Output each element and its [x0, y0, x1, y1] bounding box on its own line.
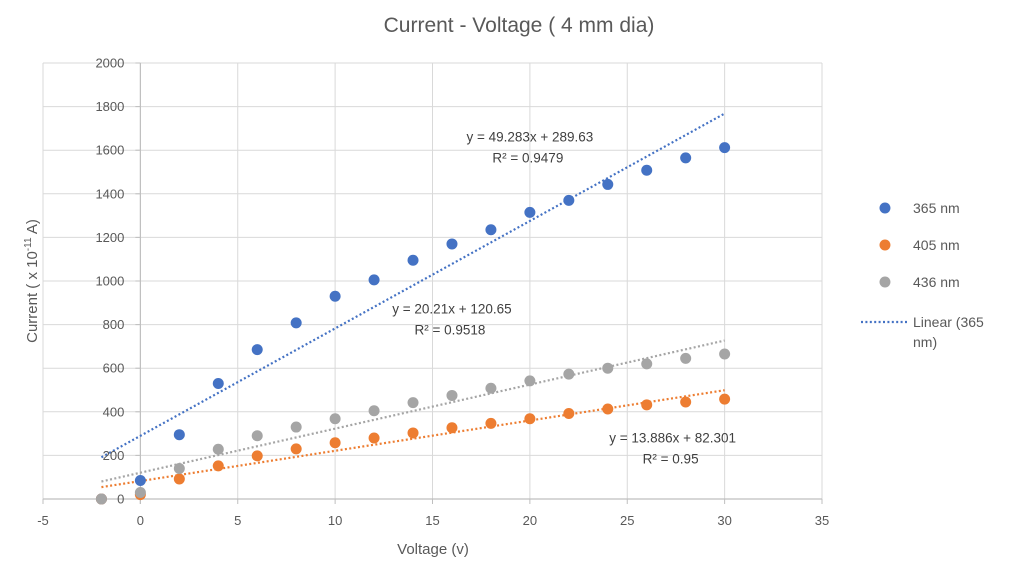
data-point [563, 368, 575, 380]
data-point [446, 422, 458, 434]
data-point [719, 348, 731, 360]
legend-label: 436 nm [913, 274, 960, 290]
data-point [290, 443, 302, 455]
data-point [407, 397, 419, 409]
trendlines [100, 112, 726, 489]
data-point [641, 399, 653, 411]
y-tick-label: 0 [117, 492, 124, 507]
data-point [95, 493, 107, 505]
trendline [101, 339, 725, 483]
x-tick-label: 30 [717, 513, 731, 528]
data-point [134, 474, 146, 486]
data-point [173, 429, 185, 441]
data-point [290, 317, 302, 329]
data-point [641, 164, 653, 176]
x-tick-label: 10 [328, 513, 342, 528]
y-tick-label: 400 [103, 404, 125, 419]
y-axis-title: Current ( x 10-11 A) [23, 219, 41, 343]
x-axis-title: Voltage (v) [397, 541, 469, 558]
data-point [212, 377, 224, 389]
trendline-r-squared: R² = 0.9479 [492, 150, 563, 165]
data-point [407, 254, 419, 266]
chart-title: Current - Voltage ( 4 mm dia) [384, 14, 655, 37]
data-point [368, 432, 380, 444]
data-point [446, 238, 458, 250]
y-tick-label: 1600 [95, 143, 124, 158]
data-point [446, 389, 458, 401]
data-point [368, 274, 380, 286]
data-point [563, 194, 575, 206]
y-tick-label: 1800 [95, 99, 124, 114]
data-points [95, 142, 731, 505]
data-point [134, 486, 146, 498]
x-tick-label: -5 [37, 513, 49, 528]
y-tick-label: 1200 [95, 230, 124, 245]
legend-marker [879, 239, 891, 251]
y-tick-label: 200 [103, 448, 125, 463]
data-point [290, 421, 302, 433]
x-tick-label: 35 [815, 513, 829, 528]
data-point [719, 393, 731, 405]
data-point [251, 430, 263, 442]
data-point [173, 462, 185, 474]
trendline-r-squared: R² = 0.95 [643, 451, 699, 466]
data-point [329, 413, 341, 425]
gridlines [42, 62, 823, 499]
axes [42, 62, 823, 504]
y-tick-label: 2000 [95, 56, 124, 71]
data-point [251, 344, 263, 356]
y-tick-label: 600 [103, 361, 125, 376]
x-tick-label: 20 [523, 513, 537, 528]
y-tick-label: 1400 [95, 186, 124, 201]
y-tick-label: 1000 [95, 274, 124, 289]
trendline-annotations: y = 49.283x + 289.63 R² = 0.9479 y = 20.21… [392, 129, 736, 466]
data-point [524, 206, 536, 218]
data-point [368, 405, 380, 417]
data-point [485, 417, 497, 429]
trendline-r-squared: R² = 0.9518 [415, 323, 486, 338]
data-point [680, 152, 692, 164]
data-point [407, 427, 419, 439]
x-tick-label: 15 [425, 513, 439, 528]
data-point [212, 460, 224, 472]
data-point [680, 396, 692, 408]
legend-marker [879, 276, 891, 288]
data-point [251, 450, 263, 462]
data-point [173, 473, 185, 485]
legend-label: Linear (365 [913, 314, 984, 330]
trendline [101, 389, 725, 489]
x-tick-label: 0 [137, 513, 144, 528]
data-point [212, 443, 224, 455]
x-tick-label: 5 [234, 513, 241, 528]
data-point [641, 358, 653, 370]
data-point [485, 382, 497, 394]
data-point [524, 375, 536, 387]
data-point [524, 413, 536, 425]
data-point [602, 362, 614, 374]
y-tick-label: 800 [103, 317, 125, 332]
trendline-equation: y = 13.886x + 82.301 [609, 430, 736, 445]
legend-marker [879, 202, 891, 214]
data-point [329, 437, 341, 449]
data-point [329, 290, 341, 302]
legend: 365 nm 405 nm 436 nm Linear (365 nm) [861, 200, 984, 350]
data-point [680, 352, 692, 364]
trendline-equation: y = 49.283x + 289.63 [466, 129, 593, 144]
x-tick-label: 25 [620, 513, 634, 528]
data-point [602, 403, 614, 415]
legend-label: nm) [913, 334, 937, 350]
tick-labels: 0 200 400 600 800 1000 1200 1400 1600 1800 2000 -5 0… [37, 56, 829, 529]
trendline-equation: y = 20.21x + 120.65 [392, 302, 511, 317]
data-point [719, 142, 731, 154]
legend-label: 365 nm [913, 200, 960, 216]
data-point [485, 224, 497, 236]
data-point [563, 408, 575, 420]
data-point [602, 178, 614, 190]
legend-label: 405 nm [913, 237, 960, 253]
